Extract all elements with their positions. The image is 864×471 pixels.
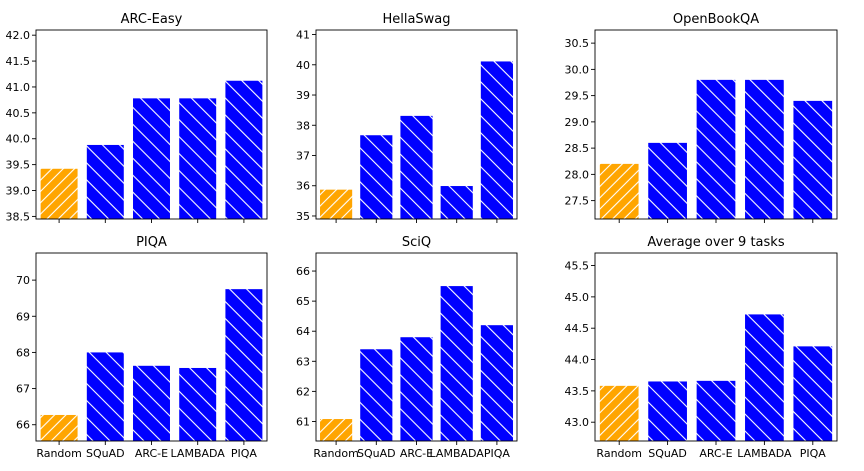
y-tick-label: 61 <box>296 415 310 428</box>
y-tick-label: 27.5 <box>565 195 590 208</box>
bar-piqa <box>793 346 833 441</box>
y-tick-label: 41.5 <box>6 55 31 68</box>
bar-random <box>599 163 639 220</box>
bar-arc-e <box>400 337 433 441</box>
y-tick-label: 44.5 <box>565 322 590 335</box>
x-tick-label: SQuAD <box>86 447 125 460</box>
y-tick-label: 38.5 <box>6 210 31 223</box>
bar-arc-e <box>696 79 736 220</box>
y-tick-label: 39.0 <box>6 185 31 198</box>
y-tick-label: 44.0 <box>565 354 590 367</box>
y-tick-label: 42.0 <box>6 29 31 42</box>
y-tick-label: 43.0 <box>565 416 590 429</box>
y-tick-label: 37 <box>296 150 310 163</box>
y-tick-label: 68 <box>16 346 30 359</box>
subplot-title: OpenBookQA <box>673 12 759 27</box>
bar-squad <box>648 142 687 219</box>
y-tick-label: 39.5 <box>6 159 31 172</box>
subplot-title: HellaSwag <box>382 12 450 27</box>
y-tick-label: 66 <box>16 419 30 432</box>
bar-random <box>40 414 78 441</box>
subplot-3: 27.5 28.0 28.5 29.0 29.5 30.0 30.5 OpenBookQA <box>565 12 838 223</box>
y-tick-label: 41.0 <box>6 81 31 94</box>
bar-arc-e <box>696 380 736 441</box>
bar-piqa <box>480 325 513 441</box>
bar-lambada <box>179 367 217 441</box>
y-tick-label: 63 <box>296 355 310 368</box>
x-tick-label: ARC-E <box>699 447 732 460</box>
bar-lambada <box>440 286 473 441</box>
y-tick-label: 65 <box>296 295 310 308</box>
y-tick-label: 28.0 <box>565 168 590 181</box>
bar-squad <box>648 381 687 441</box>
bar-squad <box>86 144 124 219</box>
x-tick-label: LAMBADA <box>171 447 226 460</box>
x-tick-label: PIQA <box>484 447 511 460</box>
y-tick-label: 69 <box>16 310 30 323</box>
bar-lambada <box>745 314 784 441</box>
subplot-title: PIQA <box>136 235 167 250</box>
y-tick-label: 64 <box>296 325 310 338</box>
subplot-6: 43.0 43.5 44.0 44.5 45.0 45.5 Random SQuAD ARC-E… <box>565 235 838 460</box>
x-tick-label: ARC-E <box>400 447 433 460</box>
y-tick-label: 28.5 <box>565 142 590 155</box>
y-tick-label: 39 <box>296 89 310 102</box>
subplot-title: Average over 9 tasks <box>647 235 784 250</box>
x-tick-label: PIQA <box>800 447 827 460</box>
bar-random <box>599 385 639 441</box>
subplot-2: 35 36 37 38 39 40 41 HellaSwag <box>296 12 518 223</box>
x-tick-label: ARC-E <box>135 447 168 460</box>
y-tick-label: 45.0 <box>565 291 590 304</box>
bar-arc-e <box>133 365 170 441</box>
y-tick-label: 67 <box>16 383 30 396</box>
subplot-4: 66 67 68 69 70 Random SQuAD ARC-E LAMBADA PIQA PIQ… <box>16 235 268 460</box>
bar-squad <box>86 352 124 441</box>
y-tick-label: 30.0 <box>565 63 590 76</box>
y-tick-label: 30.5 <box>565 37 590 50</box>
y-tick-label: 70 <box>16 274 30 287</box>
y-tick-label: 43.5 <box>565 385 590 398</box>
x-tick-label: SQuAD <box>357 447 396 460</box>
bar-piqa <box>225 289 263 441</box>
y-tick-label: 40.0 <box>6 133 31 146</box>
y-tick-label: 40 <box>296 59 310 72</box>
x-tick-label: SQuAD <box>648 447 687 460</box>
subplot-title: ARC-Easy <box>121 12 183 27</box>
subplot-title: SciQ <box>402 235 431 250</box>
bar-random <box>320 419 353 441</box>
y-tick-label: 35 <box>296 210 310 223</box>
y-tick-label: 66 <box>296 265 310 278</box>
x-tick-label: Random <box>36 447 82 460</box>
y-tick-label: 29.5 <box>565 90 590 103</box>
y-tick-label: 36 <box>296 180 310 193</box>
bar-squad <box>360 135 393 219</box>
bar-random <box>320 189 353 219</box>
bar-piqa <box>225 80 263 219</box>
x-tick-label: Random <box>313 447 359 460</box>
y-tick-label: 40.5 <box>6 107 31 120</box>
bar-squad <box>360 349 393 441</box>
bar-arc-e <box>400 115 433 219</box>
y-tick-label: 38 <box>296 119 310 132</box>
y-tick-label: 62 <box>296 385 310 398</box>
x-tick-label: Random <box>596 447 642 460</box>
y-tick-label: 45.5 <box>565 260 590 273</box>
bar-piqa <box>480 61 513 220</box>
bar-lambada <box>179 98 217 219</box>
bar-lambada <box>440 186 473 219</box>
bar-arc-e <box>133 98 170 219</box>
x-tick-label: LAMBADA <box>430 447 485 460</box>
x-tick-label: LAMBADA <box>737 447 792 460</box>
subplot-1: 38.5 39.0 39.5 40.0 40.5 41.0 41.5 42.0 ARC-Easy <box>6 12 268 223</box>
y-tick-label: 29.0 <box>565 116 590 129</box>
bar-random <box>40 168 78 219</box>
bar-piqa <box>793 100 833 219</box>
x-tick-label: PIQA <box>231 447 258 460</box>
y-tick-label: 41 <box>296 29 310 42</box>
bar-lambada <box>745 79 784 220</box>
